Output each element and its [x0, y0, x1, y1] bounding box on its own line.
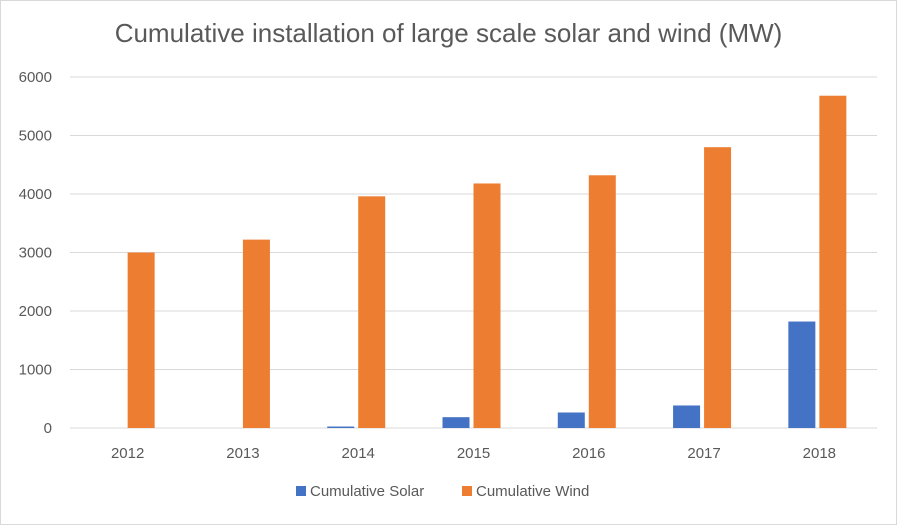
x-tick-label: 2012 [111, 445, 144, 462]
x-tick-label: 2016 [572, 445, 605, 462]
bar-wind [358, 196, 386, 428]
legend-swatch [462, 486, 472, 496]
y-tick-label: 5000 [19, 128, 52, 145]
x-tick-label: 2017 [687, 445, 720, 462]
legend: Cumulative Solar Cumulative Wind [296, 483, 589, 500]
bar-wind [127, 252, 155, 428]
bar-wind [704, 147, 732, 428]
bar-solar [327, 426, 355, 428]
y-tick-label: 2000 [19, 303, 52, 320]
x-tick-label: 2015 [457, 445, 490, 462]
legend-label: Cumulative Solar [310, 483, 424, 500]
x-axis-ticks: 2012 2013 2014 2015 2016 2017 2018 [111, 445, 836, 462]
bar-wind [588, 175, 616, 428]
bars [127, 95, 847, 428]
chart-title: Cumulative installation of large scale s… [114, 18, 783, 48]
legend-swatch [296, 486, 306, 496]
bar-solar [788, 321, 816, 428]
y-tick-label: 6000 [19, 69, 52, 86]
y-tick-label: 3000 [19, 245, 52, 262]
y-tick-label: 0 [44, 420, 52, 437]
bar-wind [242, 239, 270, 428]
x-tick-label: 2018 [803, 445, 836, 462]
bar-solar [442, 417, 470, 428]
y-axis-ticks: 0 1000 2000 3000 4000 5000 6000 [19, 69, 52, 437]
bar-solar [557, 412, 585, 428]
bar-wind [473, 183, 501, 428]
bar-solar [673, 405, 701, 428]
y-tick-label: 1000 [19, 362, 52, 379]
legend-label: Cumulative Wind [476, 483, 589, 500]
x-tick-label: 2013 [226, 445, 259, 462]
x-tick-label: 2014 [342, 445, 375, 462]
y-tick-label: 4000 [19, 186, 52, 203]
bar-wind [819, 95, 847, 428]
